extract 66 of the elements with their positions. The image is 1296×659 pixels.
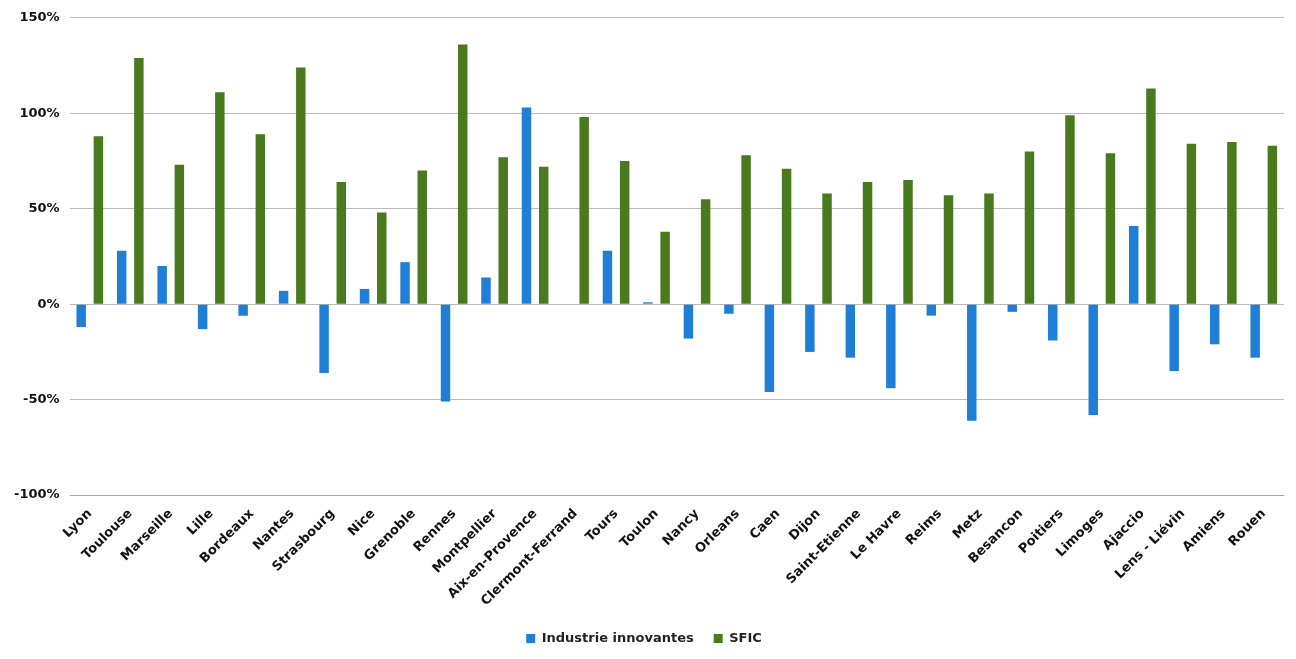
bar [1088,304,1098,415]
bar [1065,115,1075,304]
bar [1186,143,1197,304]
bar [278,290,289,304]
bar [521,107,532,304]
bar [1209,304,1220,345]
bar [498,157,508,304]
bar [417,170,427,304]
bar [967,304,977,421]
bar [1227,141,1237,304]
y-tick-label: -50% [23,391,60,407]
bar [984,193,994,304]
bar [458,44,468,304]
y-tick-label: 100% [19,104,60,120]
bar [822,193,832,304]
bar [440,304,451,402]
bar [296,67,306,304]
bar [1128,225,1139,304]
bar [359,288,370,304]
bar [1146,88,1156,304]
bar [660,231,670,304]
y-tick-label: 50% [28,200,60,216]
legend-label: SFIC [729,629,762,645]
bar [255,134,266,304]
bar [862,182,873,304]
bar [134,57,144,304]
bar [538,166,549,304]
bar [174,164,185,304]
bar [400,262,410,304]
bar [886,304,896,389]
bar [1048,304,1058,341]
y-tick-label: -100% [13,486,60,502]
bar [764,304,775,393]
bar [215,92,225,304]
bar [1105,153,1116,304]
bar [1250,304,1260,358]
bar [805,304,815,352]
y-tick-label: 150% [19,9,60,25]
bar [238,304,248,316]
bar [197,304,208,330]
bar [619,161,630,304]
bar [845,304,856,358]
bar [700,199,711,304]
legend-label: Industrie innovantes [541,629,694,645]
bar [1007,304,1017,312]
bar [157,266,167,304]
bar [319,304,329,373]
bar [481,277,491,304]
bar [76,304,86,328]
bar [93,136,104,304]
bar [781,168,792,304]
bar [741,155,751,304]
y-tick-label: 0% [37,295,60,311]
bar [683,304,694,339]
bar [579,117,589,304]
bar [926,304,937,316]
bar [377,212,387,304]
bar [1169,304,1179,372]
bar [116,250,127,304]
bar [1267,145,1278,304]
bar [724,304,734,314]
bar [602,250,613,304]
bar [943,195,954,304]
bar [1024,151,1035,304]
bar [903,180,913,304]
bar [336,182,347,304]
